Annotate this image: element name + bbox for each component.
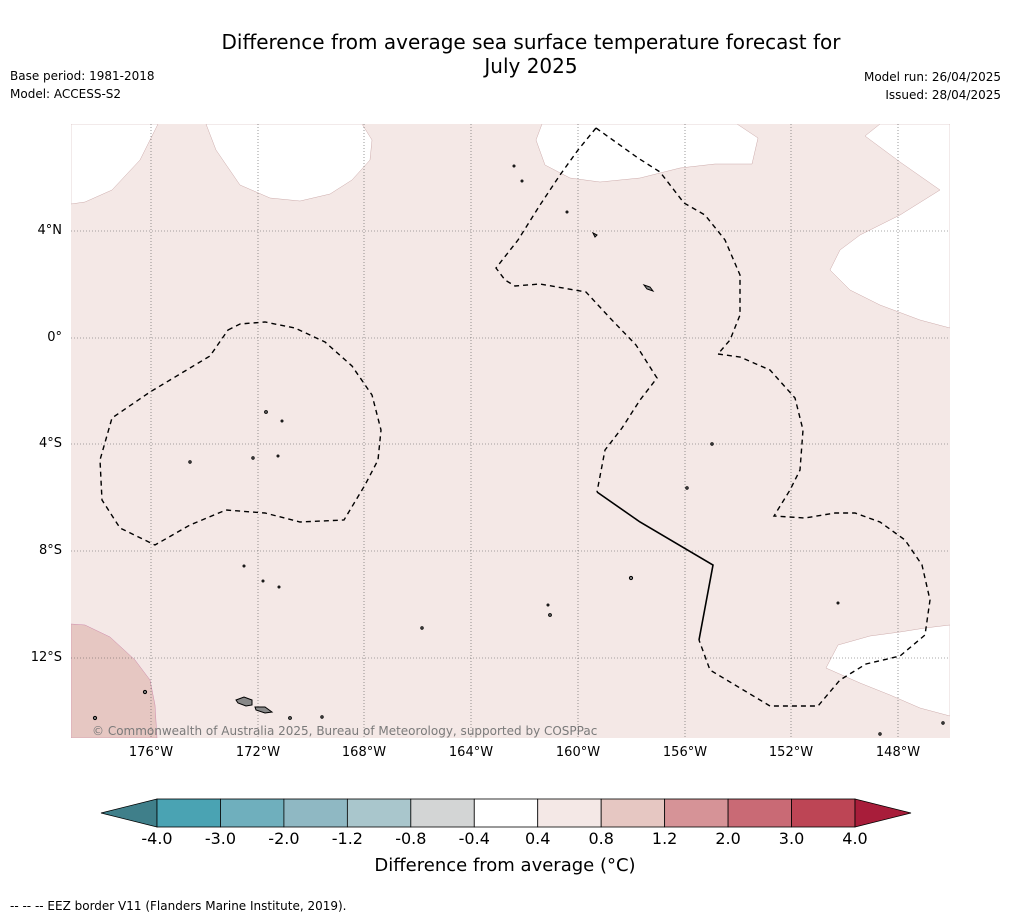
colorbar-segment [283, 798, 348, 828]
colorbar-tick-label: -1.2 [331, 829, 363, 848]
neutral-region-north-1 [205, 124, 373, 202]
island-small-7 [92, 715, 98, 721]
lon-label-156w: 156°W [662, 745, 708, 760]
colorbar-extend-high [854, 798, 912, 828]
lon-label-176w: 176°W [128, 745, 174, 760]
island-kiribati-1 [642, 284, 655, 292]
island-small-11 [548, 613, 552, 617]
island-small-9 [320, 715, 324, 719]
lon-label-152w: 152°W [768, 745, 814, 760]
colorbar-segment [791, 798, 856, 828]
graticule [71, 124, 950, 738]
lat-label-4n: 4°N [37, 223, 63, 238]
base-period: Base period: 1981-2018 [10, 69, 155, 83]
islands [92, 164, 945, 736]
island-small-21 [277, 585, 281, 589]
lon-label-168w: 168°W [341, 745, 387, 760]
title-line-1: Difference from average sea surface temp… [221, 30, 841, 54]
island-small-5 [280, 419, 284, 423]
island-small-12 [546, 603, 550, 607]
colorbar-tick-label: 2.0 [715, 829, 741, 848]
island-kiribati-2 [591, 231, 598, 238]
neutral-region-nw-edge [71, 124, 159, 205]
eez-border-central [495, 127, 658, 493]
neutral-region-north-2 [535, 124, 759, 183]
island-small-19 [242, 564, 246, 568]
issued-date: Issued: 28/04/2025 [885, 88, 1001, 102]
meta-left: Base period: 1981-2018 Model: ACCESS-S2 [10, 67, 155, 103]
colorbar-tick-label: -2.0 [268, 829, 300, 848]
island-small-16 [512, 164, 516, 168]
lat-label-4s: 4°S [38, 436, 62, 451]
island-small-15 [710, 442, 714, 446]
colorbar-segment [220, 798, 285, 828]
colorbar-segment [600, 798, 666, 828]
eez-borders [99, 127, 931, 707]
colorbar-tick-label: 4.0 [842, 829, 868, 848]
lon-label-148w: 148°W [875, 745, 921, 760]
island-small-20 [261, 579, 265, 583]
island-small-17 [520, 179, 524, 183]
eez-footnote: -- -- -- EEZ border V11 (Flanders Marine… [10, 899, 347, 913]
colorbar-segment [727, 798, 792, 828]
island-small-2 [188, 460, 192, 464]
eez-border-solid [596, 491, 714, 641]
island-small-24 [941, 721, 945, 725]
island-small-13 [628, 575, 634, 581]
neutral-region-se [825, 624, 950, 717]
lon-label-164w: 164°W [448, 745, 494, 760]
island-small-6 [142, 689, 148, 695]
island-small-1 [264, 410, 268, 414]
island-small-22 [836, 601, 840, 605]
chart-title: Difference from average sea surface temp… [180, 30, 882, 78]
copyright-notice: © Commonwealth of Australia 2025, Bureau… [92, 724, 598, 738]
colorbar-tick-label: -0.8 [395, 829, 427, 848]
island-small-18 [565, 210, 569, 214]
eez-border-north-arc [595, 127, 741, 355]
colorbar-tick-label: -3.0 [204, 829, 237, 848]
model-run: Model run: 26/04/2025 [863, 70, 1001, 84]
lon-label-160w: 160°W [555, 745, 601, 760]
lat-label-0: 0° [47, 330, 62, 345]
colorbar-tick-label: 0.4 [524, 829, 551, 848]
colorbar-extend-low [100, 798, 158, 828]
colorbar-segment [473, 798, 539, 828]
lat-label-8s: 8°S [38, 543, 62, 558]
island-samoa-1 [235, 696, 253, 707]
island-small-23 [878, 732, 882, 736]
eez-border-west [99, 321, 382, 546]
eez-border-east [698, 353, 931, 707]
colorbar-segment [156, 798, 221, 828]
island-small-14 [685, 486, 689, 490]
lon-label-172w: 172°W [235, 745, 281, 760]
island-small-8 [288, 716, 292, 720]
lat-label-12s: 12°S [30, 650, 62, 665]
model-name: Model: ACCESS-S2 [10, 87, 122, 101]
colorbar-segment [346, 798, 412, 828]
title-line-2: July 2025 [484, 54, 578, 78]
colorbar-tick-label: -0.4 [458, 829, 490, 848]
neutral-region-ne [829, 124, 950, 329]
anomaly-fill-0-8-1-2 [71, 623, 158, 738]
colorbar-segment [664, 798, 729, 828]
colorbar-tick-label: 0.8 [588, 829, 614, 848]
colorbar-tick-label: 3.0 [778, 829, 805, 848]
colorbar-segment [537, 798, 602, 828]
island-small-4 [276, 454, 280, 458]
island-small-10 [420, 626, 424, 630]
island-small-3 [251, 456, 255, 460]
colorbar-tick-label: -4.0 [141, 829, 173, 848]
colorbar-segment [410, 798, 475, 828]
colorbar-tick-label: 1.2 [651, 829, 678, 848]
island-samoa-2 [254, 706, 274, 714]
colorbar-title: Difference from average (°C) [374, 855, 636, 876]
meta-right: Model run: 26/04/2025 Issued: 28/04/2025 [864, 68, 1001, 104]
